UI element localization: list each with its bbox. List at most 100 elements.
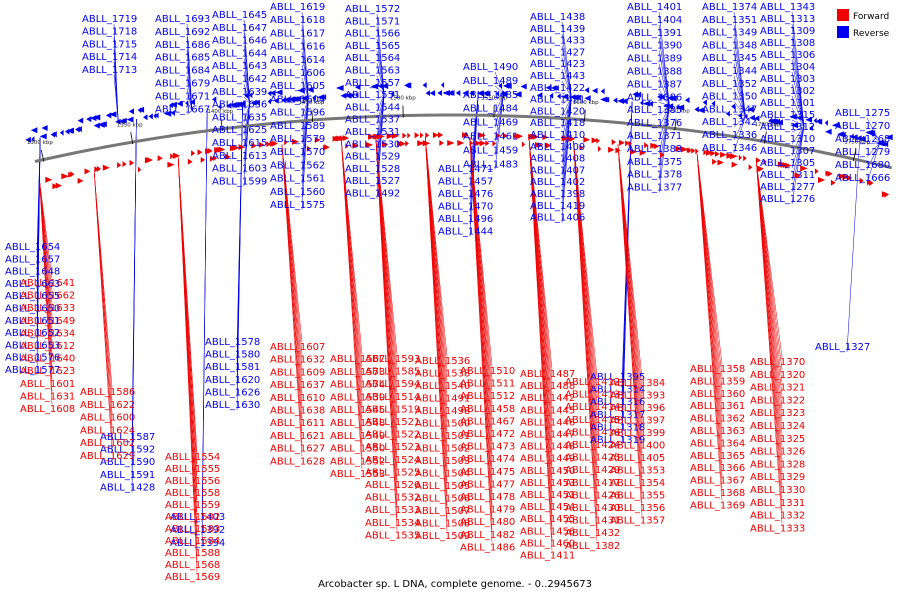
forward-gene bbox=[717, 159, 724, 166]
reverse-gene bbox=[322, 94, 327, 101]
reverse-gene bbox=[41, 125, 48, 131]
gene-label: ABLL_1523 bbox=[365, 442, 420, 453]
connector-line bbox=[658, 11, 670, 106]
connector-line bbox=[469, 93, 479, 237]
gene-label: ABLL_1412 bbox=[565, 377, 620, 388]
tick-line bbox=[852, 149, 857, 162]
gene-label: ABLL_1608 bbox=[20, 404, 75, 415]
forward-gene bbox=[167, 161, 175, 168]
gene-label: ABLL_1277 bbox=[760, 182, 815, 193]
reverse-gene bbox=[105, 112, 112, 119]
reverse-gene bbox=[244, 92, 249, 99]
gene-label: ABLL_1418 bbox=[530, 118, 585, 129]
reverse-gene bbox=[171, 110, 175, 116]
gene-label: ABLL_1611 bbox=[270, 418, 325, 429]
forward-gene bbox=[191, 150, 196, 157]
forward-gene bbox=[374, 133, 381, 140]
gene-label: ABLL_1651 bbox=[5, 316, 60, 327]
forward-gene bbox=[785, 162, 792, 169]
forward-gene bbox=[474, 140, 482, 147]
reverse-gene bbox=[657, 93, 663, 100]
reverse-gene bbox=[549, 92, 554, 99]
connector-line bbox=[243, 103, 250, 123]
gene-label: ABLL_1630 bbox=[205, 400, 260, 411]
forward-gene bbox=[45, 176, 53, 183]
gene-label: ABLL_1592 bbox=[100, 445, 155, 456]
reverse-gene bbox=[789, 113, 797, 120]
connector-line bbox=[791, 126, 805, 145]
gene-label: ABLL_1680 bbox=[835, 160, 890, 171]
connector-line bbox=[494, 93, 504, 114]
tick-label: 1700 kbp bbox=[754, 122, 780, 128]
gene-label: ABLL_1576 bbox=[5, 353, 60, 364]
connector-line bbox=[243, 45, 250, 104]
gene-label: ABLL_1535 bbox=[365, 530, 420, 541]
gene-label: ABLL_1316 bbox=[590, 397, 645, 408]
forward-gene bbox=[447, 140, 455, 146]
forward-gene bbox=[129, 159, 135, 166]
gene-label: ABLL_1565 bbox=[345, 41, 400, 52]
reverse-gene bbox=[496, 90, 500, 97]
connector-line bbox=[341, 140, 363, 470]
forward-gene bbox=[102, 164, 110, 171]
forward-gene bbox=[738, 154, 742, 161]
reverse-gene bbox=[837, 131, 844, 138]
connector-line bbox=[561, 45, 572, 97]
gene-label: ABLL_1424 bbox=[565, 440, 620, 451]
connector-line bbox=[561, 69, 572, 97]
gene-label: ABLL_1583 bbox=[165, 524, 220, 535]
gene-label: ABLL_1640 bbox=[20, 354, 75, 365]
gene-label: ABLL_1638 bbox=[270, 406, 325, 417]
gene-label: ABLL_1599 bbox=[212, 176, 267, 187]
reverse-gene bbox=[852, 134, 858, 141]
genome-caption: Arcobacter sp. L DNA, complete genome. -… bbox=[318, 579, 592, 590]
gene-label: ABLL_1331 bbox=[750, 498, 805, 509]
gene-label: ABLL_1397 bbox=[610, 416, 665, 427]
forward-gene bbox=[495, 132, 501, 139]
connector-line bbox=[243, 71, 250, 104]
gene-label: ABLL_1536 bbox=[415, 356, 470, 367]
forward-gene bbox=[686, 147, 690, 154]
forward-gene bbox=[425, 132, 430, 139]
gene-label: ABLL_1567 bbox=[330, 354, 385, 365]
forward-gene bbox=[405, 140, 409, 147]
gene-label: ABLL_1648 bbox=[5, 267, 60, 278]
connector-line bbox=[791, 126, 805, 157]
connector-line bbox=[494, 93, 504, 156]
gene-label: ABLL_1387 bbox=[627, 79, 682, 90]
gene-label: ABLL_1318 bbox=[590, 422, 645, 433]
connector-line bbox=[376, 87, 385, 95]
forward-gene bbox=[695, 148, 699, 155]
gene-label: ABLL_1473 bbox=[460, 442, 515, 453]
reverse-gene bbox=[584, 95, 591, 102]
gene-label: ABLL_1663 bbox=[5, 279, 60, 290]
gene-label: ABLL_1585 bbox=[365, 367, 420, 378]
reverse-gene bbox=[283, 96, 291, 103]
reverse-gene bbox=[824, 119, 828, 126]
connector-line bbox=[243, 103, 250, 136]
reverse-gene bbox=[642, 100, 651, 107]
gene-label: ABLL_1315 bbox=[760, 110, 815, 121]
gene-label: ABLL_1581 bbox=[205, 362, 260, 373]
connector-line bbox=[791, 95, 805, 127]
gene-label: ABLL_1606 bbox=[270, 68, 325, 79]
forward-gene bbox=[258, 141, 265, 148]
gene-label: ABLL_1534 bbox=[365, 518, 420, 529]
forward-gene bbox=[650, 142, 657, 149]
gene-label: ABLL_1578 bbox=[205, 337, 260, 348]
reverse-gene bbox=[138, 107, 142, 114]
gene-label: ABLL_1632 bbox=[270, 355, 325, 366]
gene-label: ABLL_1430 bbox=[565, 503, 620, 514]
gene-label: ABLL_1346 bbox=[702, 143, 757, 154]
connector-line bbox=[658, 50, 670, 106]
gene-label: ABLL_1488 bbox=[520, 381, 575, 392]
forward-gene bbox=[292, 138, 300, 145]
gene-label: ABLL_1384 bbox=[610, 378, 665, 389]
gene-label: ABLL_1476 bbox=[438, 189, 493, 200]
gene-label: ABLL_1350 bbox=[702, 92, 757, 103]
gene-label: ABLL_1422 bbox=[530, 83, 585, 94]
reverse-gene bbox=[65, 128, 70, 135]
gene-label: ABLL_1413 bbox=[565, 390, 620, 401]
gene-label: ABLL_1563 bbox=[345, 66, 400, 77]
